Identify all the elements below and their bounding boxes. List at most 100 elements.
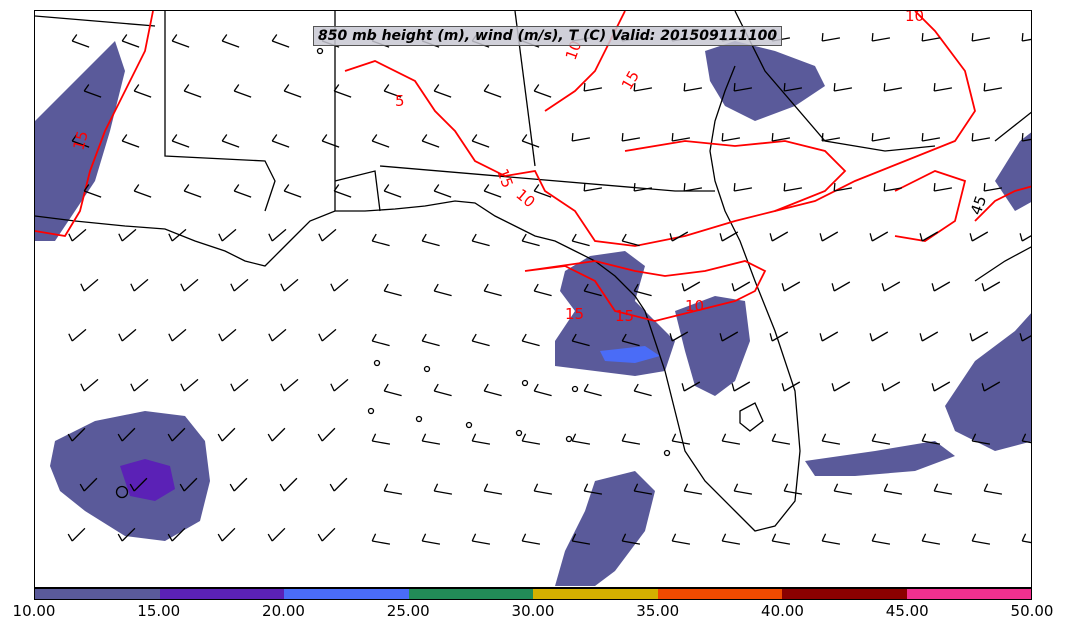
state-border-3 <box>334 170 381 212</box>
weather-map: 15 10 15 10 5 10 15 15 10 15 45 <box>35 11 1031 586</box>
wind-barb <box>934 490 953 495</box>
wind-barb <box>872 540 891 545</box>
wind-barb-feather <box>267 433 273 442</box>
wind-barb <box>133 90 152 98</box>
wind-barb <box>472 340 490 347</box>
wind-barb <box>483 90 502 98</box>
wind-barb-feather <box>721 433 727 442</box>
wind-barb <box>233 477 248 492</box>
wind-barb-feather <box>783 483 789 492</box>
wind-barb <box>783 281 801 292</box>
wind-barb <box>434 290 452 297</box>
wind-barb-feather <box>168 333 173 342</box>
wind-barb <box>971 231 989 242</box>
wind-barb-feather <box>521 333 527 342</box>
wind-barb-feather <box>117 433 123 442</box>
wind-barb-feather <box>433 483 439 492</box>
wind-barb <box>271 140 290 148</box>
wind-barb <box>671 331 689 342</box>
wind-barb-feather <box>883 182 886 192</box>
wind-barb-feather <box>769 333 773 342</box>
wind-barb <box>622 540 641 545</box>
wind-barb-feather <box>167 533 173 542</box>
wind-barb-feather <box>71 34 78 42</box>
wind-barb <box>622 340 640 347</box>
shade-west-coast <box>35 41 125 241</box>
colorbar-segment <box>408 589 533 599</box>
wind-barb-feather <box>933 82 936 92</box>
wind-barb-feather <box>1019 233 1023 242</box>
wind-barb-feather <box>318 333 323 342</box>
wind-barb <box>784 87 803 92</box>
wind-barb-feather <box>130 283 135 292</box>
colorbar-tick-label: 50.00 <box>1010 602 1054 620</box>
wind-barb-feather <box>921 433 927 442</box>
wind-barb-feather <box>471 433 477 442</box>
wind-barb <box>972 540 991 545</box>
wind-barb <box>1022 440 1031 444</box>
wind-barb-feather <box>329 483 335 492</box>
wind-barb-feather <box>933 483 939 492</box>
wind-barb-feather <box>118 233 123 242</box>
wind-barb <box>183 278 199 292</box>
wind-barb <box>733 381 751 392</box>
wind-barb-feather <box>633 82 636 92</box>
wind-barb-feather <box>621 433 627 442</box>
wind-barb <box>372 340 390 347</box>
wind-barb <box>822 440 841 445</box>
colorbar-tick-label: 30.00 <box>511 602 555 620</box>
wind-barb-feather <box>633 182 636 192</box>
wind-barb <box>471 140 490 148</box>
wind-barb <box>421 140 440 148</box>
wind-barb <box>684 490 703 495</box>
contour-east <box>624 140 847 212</box>
wind-barb-feather <box>721 132 724 142</box>
wind-barb <box>972 37 991 42</box>
wind-barb-feather <box>683 182 686 192</box>
wind-barb <box>384 490 403 495</box>
wind-barb-feather <box>883 82 886 92</box>
wind-barb <box>171 328 187 342</box>
wind-barb <box>871 331 889 342</box>
wind-barb <box>183 190 202 198</box>
calm-circle <box>571 385 579 393</box>
wind-barb <box>572 440 591 445</box>
wind-barb-feather <box>871 132 874 142</box>
wind-barb <box>933 281 951 292</box>
wind-barb <box>433 190 452 198</box>
wind-barb <box>671 231 689 242</box>
wind-barb <box>683 281 701 292</box>
shade-fl-heavy <box>600 346 660 363</box>
wind-barb <box>533 90 552 98</box>
wind-barb-feather <box>919 333 923 342</box>
wind-barb <box>622 137 641 142</box>
wind-barb <box>283 190 302 198</box>
wind-barb <box>734 187 753 192</box>
wind-barb-feather <box>881 283 885 292</box>
wind-barb-feather <box>731 383 735 392</box>
colorbar-labels: 10.00 15.00 20.00 25.00 30.00 35.00 40.0… <box>0 602 1065 626</box>
wind-barb <box>972 137 991 142</box>
wind-barb-feather <box>633 283 639 292</box>
calm-circle <box>415 415 423 423</box>
calm-circle <box>373 359 381 367</box>
wind-barb <box>922 540 941 545</box>
calm-circle <box>515 429 523 437</box>
wind-barb-feather <box>583 82 586 92</box>
colorbar-segment <box>284 589 409 599</box>
wind-barb <box>772 440 791 445</box>
contour-label: 15 <box>615 307 634 325</box>
wind-barb <box>384 390 402 397</box>
wind-barb <box>433 90 452 98</box>
map-panel: 15 10 15 10 5 10 15 15 10 15 45 850 mb h… <box>34 10 1032 588</box>
wind-barb <box>183 378 199 392</box>
wind-barb-feather <box>931 283 935 292</box>
wind-barb-feather <box>971 132 974 142</box>
wind-barb-feather <box>330 283 335 292</box>
calm-circle <box>423 365 431 373</box>
contour-label: 10 <box>685 297 704 315</box>
calm-circle <box>521 379 529 387</box>
wind-barb <box>233 378 249 392</box>
wind-barb <box>933 381 951 392</box>
wind-barb-feather <box>283 184 290 192</box>
